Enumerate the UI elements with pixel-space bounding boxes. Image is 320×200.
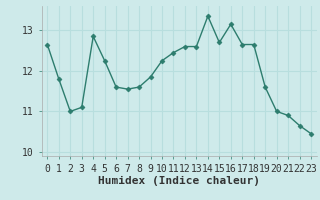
X-axis label: Humidex (Indice chaleur): Humidex (Indice chaleur) bbox=[98, 176, 260, 186]
